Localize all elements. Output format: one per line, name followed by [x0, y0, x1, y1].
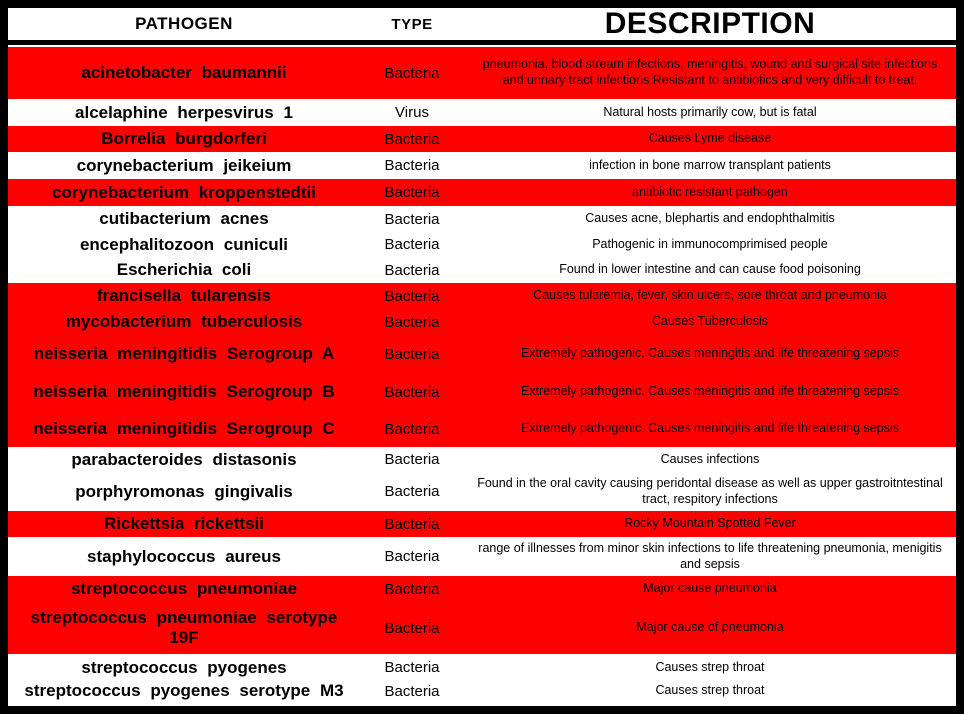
type-cell: Bacteria [384, 483, 440, 500]
pathogen-cell: neisseria meningitidis Serogroup A [33, 344, 335, 364]
pathogen-cell: parabacteroides distasonis [71, 449, 297, 469]
table-row: alcelaphine herpesvirus 1 Virus Natural … [8, 99, 956, 126]
type-cell: Bacteria [384, 420, 440, 438]
header-type: TYPE [391, 15, 433, 33]
description-cell: Extremely pathogenic. Causes meningitis … [521, 346, 899, 361]
type-cell: Bacteria [384, 261, 440, 279]
table-row: cutibacterium acnes Bacteria Causes acne… [8, 206, 956, 232]
header-pathogen: PATHOGEN [135, 14, 233, 34]
type-cell: Bacteria [384, 659, 440, 676]
pathogen-cell: streptococcus pyogenes serotype M3 [24, 681, 344, 701]
pathogen-cell: neisseria meningitidis Serogroup C [33, 419, 335, 439]
description-cell: Causes acne, blephartis and endophthalmi… [585, 211, 835, 226]
type-cell: Bacteria [384, 515, 440, 533]
table-row: corynebacterium kroppenstedtii Bacteria … [8, 179, 956, 206]
table-row: francisella tularensis Bacteria Causes t… [8, 283, 956, 309]
description-cell: infection in bone marrow transplant pati… [589, 157, 831, 172]
pathogen-cell: francisella tularensis [96, 286, 272, 306]
pathogen-cell: alcelaphine herpesvirus 1 [75, 102, 293, 122]
type-cell: Virus [395, 104, 429, 121]
type-cell: Bacteria [384, 313, 440, 331]
type-cell: Bacteria [384, 383, 440, 401]
pathogen-cell: corynebacterium jeikeium [76, 155, 292, 175]
type-cell: Bacteria [384, 157, 440, 174]
table-row: mycobacterium tuberculosis Bacteria Caus… [8, 309, 956, 335]
table-row: streptococcus pyogenes serotype M3 Bacte… [8, 681, 956, 701]
pathogen-cell: Borrelia burgdorferi [101, 129, 267, 149]
type-cell: Bacteria [384, 619, 440, 637]
description-cell: Causes strep throat [655, 659, 765, 674]
pathogen-cell: cutibacterium acnes [99, 209, 269, 229]
table-body: acinetobacter baumannii Bacteria pneumon… [8, 47, 956, 706]
description-cell: pneumonia, blood stream infections, meni… [482, 57, 938, 87]
table-row: Escherichia coli Bacteria Found in lower… [8, 257, 956, 283]
description-cell: Found in lower intestine and can cause f… [559, 262, 861, 277]
description-cell: antibiotic resistant pathogen [632, 184, 788, 199]
table-row: Rickettsia rickettsii Bacteria Rocky Mou… [8, 511, 956, 537]
pathogen-cell: mycobacterium tuberculosis [65, 312, 303, 332]
table-row: corynebacterium jeikeium Bacteria infect… [8, 152, 956, 179]
type-cell: Bacteria [384, 580, 440, 598]
description-cell: Rocky Mountain Spotted Fever [624, 516, 796, 531]
type-cell: Bacteria [384, 548, 440, 565]
type-cell: Bacteria [384, 451, 440, 468]
table-header: PATHOGEN TYPE DESCRIPTION [8, 7, 956, 45]
table-row: neisseria meningitidis Serogroup A Bacte… [8, 335, 956, 373]
type-cell: Bacteria [384, 210, 440, 228]
pathogen-cell: streptococcus pneumoniae [70, 579, 298, 599]
pathogen-cell: streptococcus pneumoniae serotype 19F [30, 608, 338, 647]
description-cell: Major cause of pneumonia [636, 620, 784, 635]
pathogen-cell: encephalitozoon cuniculi [79, 234, 289, 254]
pathogen-cell: streptococcus pyogenes [81, 657, 287, 677]
pathogen-cell: staphylococcus aureus [87, 546, 281, 566]
description-cell: range of illnesses from minor skin infec… [478, 540, 942, 571]
table-row: neisseria meningitidis Serogroup C Bacte… [8, 411, 956, 447]
description-cell: Natural hosts primarily cow, but is fata… [603, 104, 817, 119]
table-row: acinetobacter baumannii Bacteria pneumon… [8, 47, 956, 99]
pathogen-cell: neisseria meningitidis Serogroup B [33, 382, 335, 402]
table-row: neisseria meningitidis Serogroup B Bacte… [8, 373, 956, 411]
description-cell: Causes Tuberculosis [651, 314, 769, 329]
table-row: streptococcus pyogenes Bacteria Causes s… [8, 654, 956, 681]
table-row: streptococcus pneumoniae Bacteria Major … [8, 576, 956, 602]
pathogen-cell: Rickettsia rickettsii [104, 514, 264, 534]
description-cell: Extremely pathogenic. Causes meningitis … [521, 421, 899, 436]
type-cell: Bacteria [384, 64, 440, 82]
description-cell: Extremely pathogenic. Causes meningitis … [521, 384, 899, 399]
pathogen-cell: Escherichia coli [116, 260, 252, 280]
description-cell: Found in the oral cavity causing peridon… [477, 475, 943, 506]
type-cell: Bacteria [384, 184, 440, 201]
type-cell: Bacteria [384, 130, 440, 148]
type-cell: Bacteria [384, 236, 440, 253]
table-row: parabacteroides distasonis Bacteria Caus… [8, 447, 956, 472]
description-cell: Causes tularemia, fever, skin ulcers, so… [533, 288, 887, 303]
description-cell: Causes infections [660, 451, 760, 466]
description-cell: Causes Lyme disease [648, 131, 772, 146]
header-description: DESCRIPTION [604, 7, 816, 41]
description-cell: Causes strep throat [655, 683, 765, 698]
pathogen-cell: porphyromonas gingivalis [75, 481, 293, 501]
table-row: porphyromonas gingivalis Bacteria Found … [8, 472, 956, 511]
table-row: encephalitozoon cuniculi Bacteria Pathog… [8, 232, 956, 257]
description-cell: Pathogenic in immunocomprimised people [592, 236, 828, 251]
type-cell: Bacteria [384, 345, 440, 363]
description-cell: Major cause pneumonia [643, 581, 777, 596]
type-cell: Bacteria [384, 682, 440, 700]
pathogen-cell: corynebacterium kroppenstedtii [52, 182, 316, 202]
table-row: streptococcus pneumoniae serotype 19F Ba… [8, 602, 956, 654]
table-row: staphylococcus aureus Bacteria range of … [8, 537, 956, 576]
pathogen-table: PATHOGEN TYPE DESCRIPTION acinetobacter … [8, 7, 956, 706]
table-row: Borrelia burgdorferi Bacteria Causes Lym… [8, 126, 956, 152]
type-cell: Bacteria [384, 287, 440, 305]
pathogen-cell: acinetobacter baumannii [81, 63, 287, 83]
